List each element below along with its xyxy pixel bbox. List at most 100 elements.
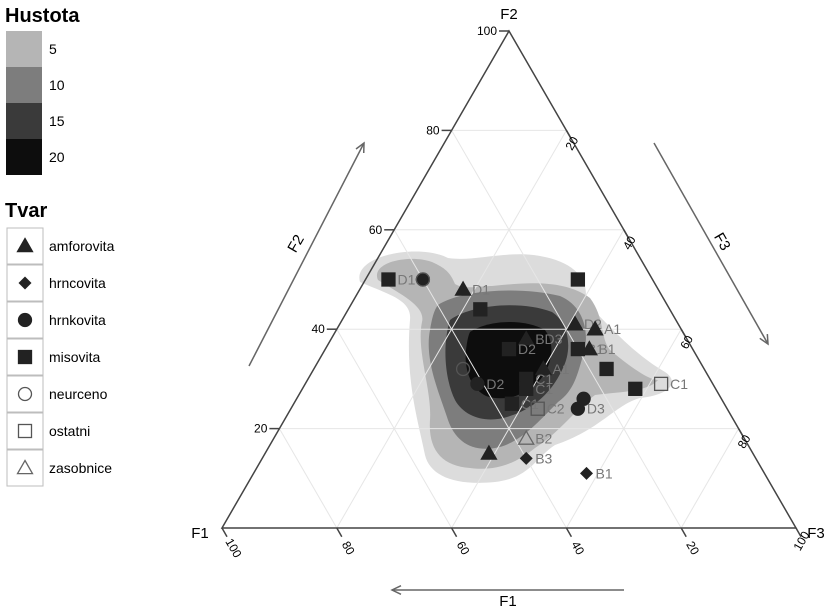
point-label: A1 — [604, 321, 621, 337]
f3-axis-name: F3 — [710, 230, 733, 254]
point-misovita — [504, 396, 520, 411]
ternary-frame — [220, 29, 798, 529]
legend-filled-circle-icon — [17, 312, 33, 328]
f3-direction-arrow-head — [759, 333, 769, 346]
f2-direction-arrow — [248, 141, 365, 367]
shape-legend-box — [6, 375, 44, 413]
point-label: B3 — [535, 450, 552, 466]
density-swatch — [6, 67, 42, 103]
legend-filled-diamond-icon — [18, 276, 32, 290]
shape-legend-label: hrncovita — [49, 275, 106, 291]
density-level-label: 20 — [49, 149, 65, 165]
density-swatch — [6, 103, 42, 139]
density-level-label: 15 — [49, 113, 65, 129]
point-label: C1 — [521, 396, 539, 412]
density-level-label: 10 — [49, 77, 65, 93]
f2-tick-label: 100 — [477, 24, 497, 38]
point-label: D2 — [486, 376, 504, 392]
point-label: A1 — [552, 361, 569, 377]
f1-tick-label: 40 — [568, 539, 587, 558]
point-amforovita — [534, 360, 553, 376]
point-hrncovita — [519, 451, 533, 465]
point-hrnkovita — [470, 376, 485, 392]
shape-legend-box — [6, 412, 44, 450]
point-label: D1 — [472, 281, 490, 297]
shape-legend-label: neurceno — [49, 386, 108, 402]
point-label: BD3 — [535, 331, 562, 347]
f1-vertex-label: F1 — [191, 525, 209, 542]
shape-legend-label: misovita — [49, 349, 101, 365]
point-amforovita — [586, 320, 604, 336]
point-misovita — [519, 381, 534, 396]
point-misovita — [628, 381, 643, 396]
point-label: D3 — [587, 401, 605, 417]
f1-axis-name: F1 — [499, 593, 517, 608]
point-zasobnice — [517, 429, 535, 445]
point-amforovita — [454, 280, 472, 296]
legend-open-square-icon — [17, 423, 33, 439]
f1-tick-label: 20 — [683, 539, 702, 558]
point-label: C1 — [535, 371, 553, 387]
axis-names: F2 F1 F3 F2 F3 F1 — [191, 6, 825, 608]
f3-tick — [680, 328, 687, 339]
f3-tick — [795, 527, 802, 538]
density-legend-title: Hustota — [5, 5, 80, 27]
point-misovita — [381, 272, 396, 287]
grid-line-f1 — [278, 428, 338, 529]
point-ostatni — [653, 376, 669, 392]
f1-tick — [565, 527, 573, 538]
point-label: C1 — [670, 376, 688, 392]
point-misovita — [570, 272, 586, 287]
f1-tick-label: 100 — [222, 536, 244, 561]
point-hrnkovita — [576, 391, 591, 406]
f2-axis-name: F2 — [284, 232, 307, 256]
f1-tick — [680, 527, 687, 538]
point-label: D2 — [518, 341, 536, 357]
f1-direction-arrow — [390, 584, 624, 596]
f3-direction-arrow — [653, 142, 769, 346]
point-label: C2 — [547, 401, 565, 417]
f3-tick-label: 20 — [563, 134, 582, 153]
f2-tick-label: 60 — [369, 223, 383, 237]
f2-direction-arrow-shaft — [248, 142, 365, 367]
point-label: B2 — [535, 431, 552, 447]
point-amforovita — [580, 340, 598, 356]
f3-tick-label: 80 — [735, 432, 754, 451]
point-label: D1 — [397, 272, 415, 288]
f1-tick-label: 60 — [454, 539, 473, 558]
f2-direction-arrow-head — [355, 141, 365, 154]
f3-tick — [623, 229, 630, 239]
point-neurceno — [455, 361, 471, 377]
f2-tick-label: 20 — [254, 422, 268, 436]
point-ostatni — [530, 401, 545, 416]
f3-tick — [565, 130, 573, 140]
point-misovita — [501, 341, 517, 357]
data-points: D1D1BD3D2A1C1C1D2C1C2D3C1D2A1B1B1B3B2B1 — [381, 272, 688, 481]
shape-legend-title: Tvar — [5, 200, 47, 222]
f2-vertex-label: F2 — [500, 6, 518, 23]
f3-vertex-label: F3 — [807, 525, 825, 542]
point-hrncovita — [579, 466, 593, 480]
density-swatch — [6, 31, 42, 67]
point-neurceno — [415, 272, 431, 287]
f1-tick — [450, 527, 458, 538]
grid-line-f3 — [680, 428, 740, 529]
shape-legend-label: hrnkovita — [49, 312, 106, 328]
point-misovita — [473, 302, 488, 317]
point-amforovita — [566, 315, 584, 331]
legend-open-triangle-icon — [16, 459, 34, 475]
point-amforovita — [517, 330, 535, 346]
legend-filled-triangle-icon — [16, 237, 34, 253]
grid-line-f3 — [451, 229, 625, 529]
f1-tick — [221, 527, 228, 538]
point-misovita — [599, 361, 614, 377]
shape-legend-label: zasobnice — [49, 460, 112, 476]
f1-direction-arrow-head — [390, 584, 402, 596]
legend-filled-square-icon — [17, 349, 33, 365]
density-level-label: 5 — [49, 41, 57, 57]
f1-tick-label: 80 — [339, 539, 358, 558]
grid-line-f3 — [565, 328, 682, 529]
f3-tick — [737, 428, 745, 438]
density-contours — [359, 251, 672, 483]
